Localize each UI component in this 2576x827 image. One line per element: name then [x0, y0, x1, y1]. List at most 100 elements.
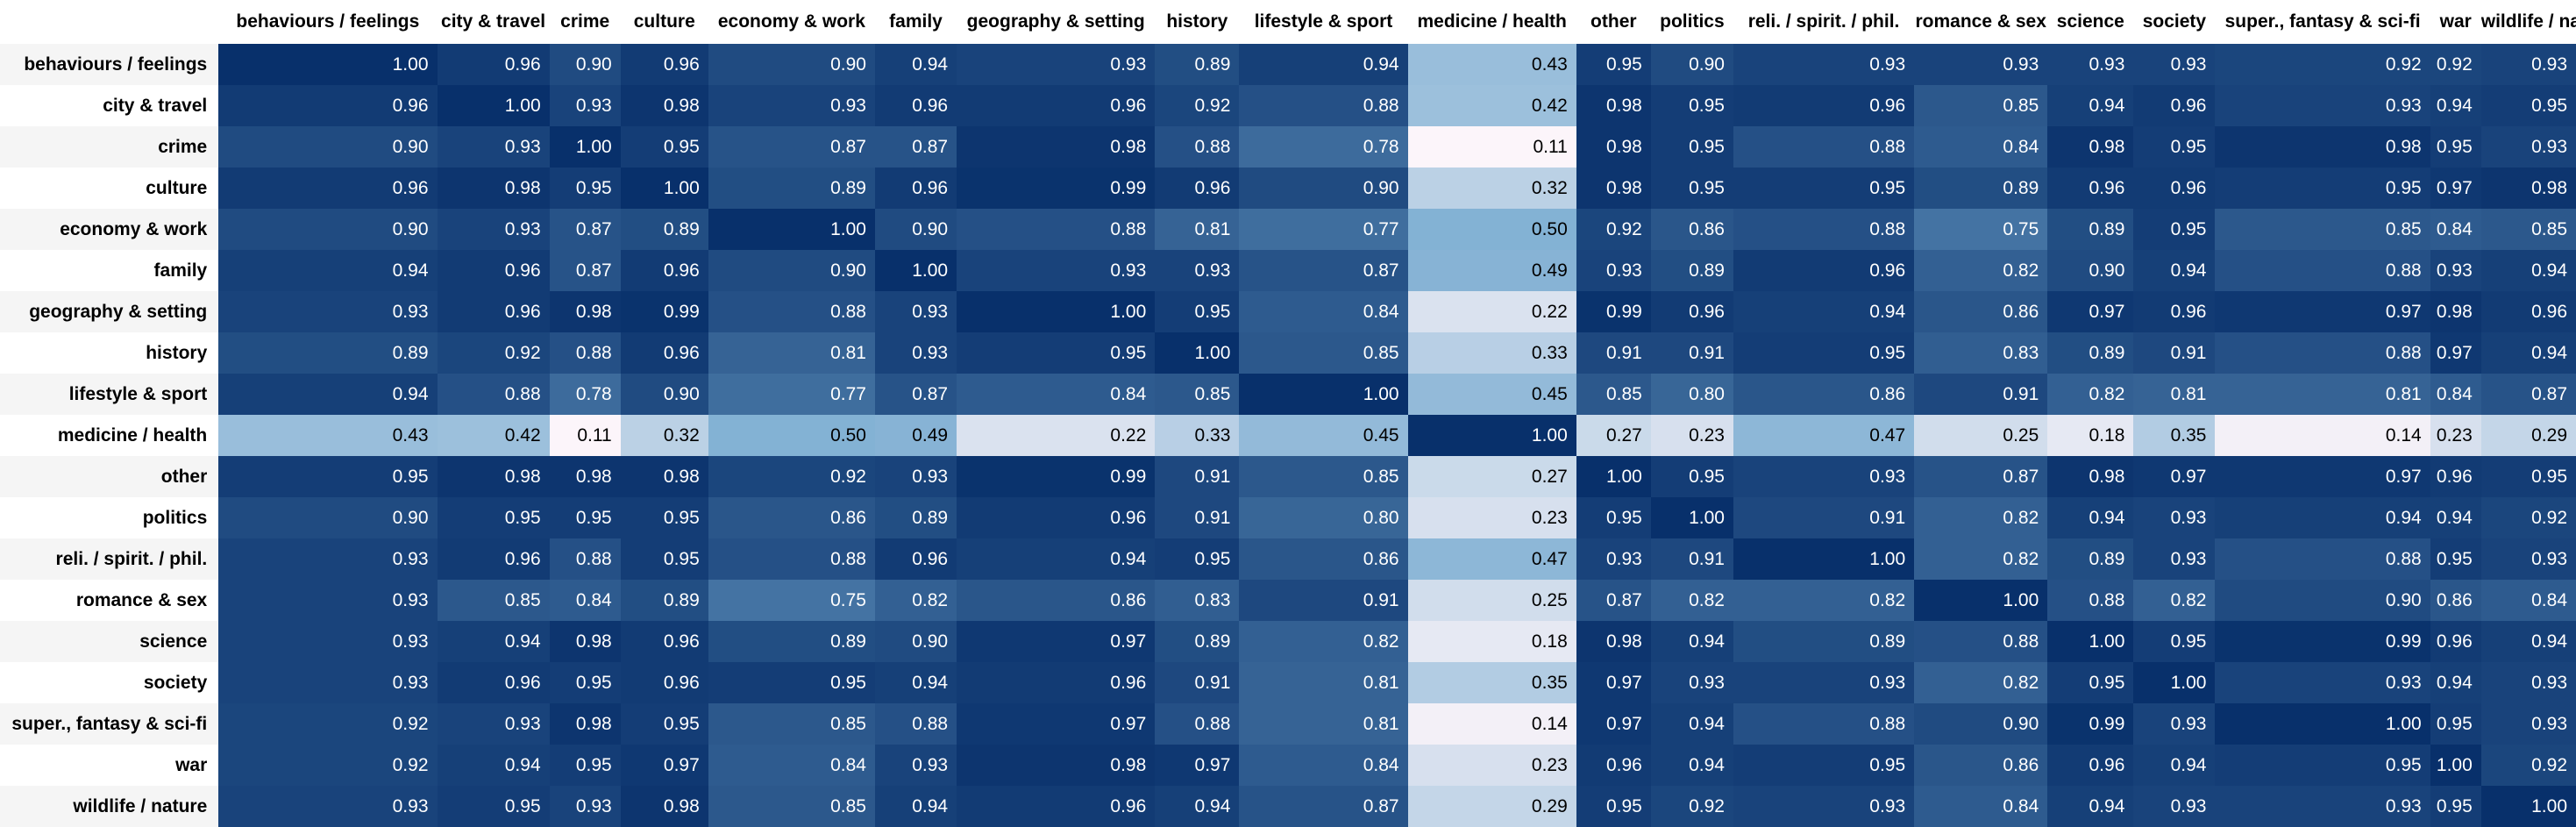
heatmap-cell: 0.94 [2047, 85, 2134, 126]
heatmap-cell: 0.97 [2430, 332, 2481, 374]
heatmap-cell: 0.92 [708, 456, 875, 497]
heatmap-cell: 0.93 [1733, 786, 1915, 827]
heatmap-cell: 0.89 [708, 168, 875, 209]
heatmap-cell: 1.00 [1733, 538, 1915, 580]
heatmap-cell: 0.99 [957, 456, 1156, 497]
heatmap-cell: 0.96 [437, 538, 550, 580]
heatmap-cell: 0.88 [1155, 126, 1240, 168]
heatmap-cell: 0.95 [620, 126, 708, 168]
heatmap-cell: 0.81 [1239, 662, 1408, 703]
table-row: super., fantasy & sci-fi 0.92 0.93 0.98 0.95… [0, 703, 2576, 745]
heatmap-cell: 0.91 [1650, 332, 1733, 374]
heatmap-cell: 0.88 [2215, 250, 2430, 291]
table-row: culture 0.96 0.98 0.95 1.00 0.89 0.96 0.99 0.96 0… [0, 168, 2576, 209]
heatmap-cell: 0.96 [437, 250, 550, 291]
heatmap-cell: 0.94 [2480, 621, 2576, 662]
heatmap-cell: 0.95 [549, 168, 621, 209]
heatmap-cell: 0.92 [2480, 497, 2576, 538]
heatmap-cell: 0.14 [2215, 415, 2430, 456]
heatmap-cell: 0.98 [1576, 126, 1651, 168]
heatmap-cell: 0.90 [549, 44, 621, 85]
heatmap-cell: 0.88 [2215, 538, 2430, 580]
column-header-wildlife-nature: wildlife / nature [2480, 0, 2576, 44]
heatmap-cell: 0.93 [2133, 44, 2216, 85]
heatmap-cell: 0.94 [2430, 662, 2481, 703]
table-row: society 0.93 0.96 0.95 0.96 0.95 0.94 0.96 0.91 0… [0, 662, 2576, 703]
heatmap-cell: 0.91 [1239, 580, 1408, 621]
heatmap-cell: 0.96 [218, 85, 438, 126]
heatmap-cell: 0.95 [2430, 786, 2481, 827]
heatmap-cell: 0.95 [620, 703, 708, 745]
heatmap-cell: 0.91 [1733, 497, 1915, 538]
heatmap-cell: 0.85 [1576, 374, 1651, 415]
heatmap-cell: 0.93 [2133, 497, 2216, 538]
heatmap-cell: 0.88 [1914, 621, 2048, 662]
heatmap-cell: 0.23 [1650, 415, 1733, 456]
heatmap-cell: 0.35 [1407, 662, 1576, 703]
heatmap-cell: 0.83 [1914, 332, 2048, 374]
heatmap-cell: 0.96 [957, 662, 1156, 703]
heatmap-cell: 0.90 [2215, 580, 2430, 621]
column-header-romance-sex: romance & sex [1914, 0, 2048, 44]
heatmap-cell: 0.95 [1733, 168, 1915, 209]
heatmap-cell: 0.95 [437, 497, 550, 538]
heatmap-cell: 1.00 [2133, 662, 2216, 703]
table-row: lifestyle & sport 0.94 0.88 0.78 0.90 0.77 0.8… [0, 374, 2576, 415]
heatmap-cell: 0.93 [2480, 538, 2576, 580]
heatmap-cell: 0.95 [620, 497, 708, 538]
heatmap-cell: 0.97 [957, 703, 1156, 745]
heatmap-cell: 0.85 [1914, 85, 2048, 126]
heatmap-cell: 0.93 [1914, 44, 2048, 85]
heatmap-cell: 0.82 [2047, 374, 2134, 415]
column-header-row: behaviours / feelings city & travel crime c… [0, 0, 2576, 44]
heatmap-cell: 0.98 [549, 621, 621, 662]
heatmap-cell: 0.94 [2047, 786, 2134, 827]
heatmap-cell: 0.96 [620, 332, 708, 374]
heatmap-cell: 0.95 [2215, 745, 2430, 786]
table-row: medicine / health 0.43 0.42 0.11 0.32 0.50 0.4… [0, 415, 2576, 456]
heatmap-cell: 0.98 [2047, 126, 2134, 168]
row-header-society: society [0, 662, 219, 703]
heatmap-cell: 0.99 [2215, 621, 2430, 662]
row-header-romance-sex: romance & sex [0, 580, 219, 621]
row-header-war: war [0, 745, 219, 786]
heatmap-cell: 0.93 [1650, 662, 1733, 703]
heatmap-cell: 0.93 [957, 250, 1156, 291]
heatmap-cell: 0.94 [874, 44, 957, 85]
table-row: behaviours / feelings 1.00 0.96 0.90 0.96 0.9… [0, 44, 2576, 85]
table-row: war 0.92 0.94 0.95 0.97 0.84 0.93 0.98 0.97 0.84 0… [0, 745, 2576, 786]
heatmap-cell: 0.93 [874, 291, 957, 332]
heatmap-cell: 0.98 [620, 786, 708, 827]
heatmap-cell: 0.82 [1914, 250, 2048, 291]
row-header-other: other [0, 456, 219, 497]
heatmap-cell: 0.95 [708, 662, 875, 703]
heatmap-cell: 0.32 [1407, 168, 1576, 209]
heatmap-cell: 0.90 [620, 374, 708, 415]
heatmap-cell: 0.96 [620, 621, 708, 662]
heatmap-cell: 0.97 [2215, 456, 2430, 497]
heatmap-cell: 0.90 [218, 497, 438, 538]
heatmap-cell: 0.92 [2430, 44, 2481, 85]
heatmap-cell: 0.27 [1576, 415, 1651, 456]
heatmap-cell: 0.85 [1155, 374, 1240, 415]
heatmap-cell: 0.84 [1239, 291, 1408, 332]
heatmap-cell: 0.96 [1576, 745, 1651, 786]
heatmap-cell: 0.94 [1239, 44, 1408, 85]
heatmap-cell: 0.95 [620, 538, 708, 580]
heatmap-cell: 0.99 [620, 291, 708, 332]
heatmap-cell: 0.93 [549, 786, 621, 827]
heatmap-cell: 0.91 [1155, 662, 1240, 703]
heatmap-cell: 0.97 [1576, 703, 1651, 745]
heatmap-cell: 0.47 [1407, 538, 1576, 580]
heatmap-cell: 1.00 [2215, 703, 2430, 745]
column-header-super-fantasy-sci-fi: super., fantasy & sci-fi [2215, 0, 2430, 44]
heatmap-cell: 0.95 [1733, 332, 1915, 374]
heatmap-cell: 0.93 [218, 580, 438, 621]
heatmap-cell: 0.50 [1407, 209, 1576, 250]
heatmap-cell: 0.14 [1407, 703, 1576, 745]
heatmap-cell: 0.90 [874, 209, 957, 250]
heatmap-cell: 0.88 [874, 703, 957, 745]
heatmap-cell: 0.96 [2047, 168, 2134, 209]
heatmap-cell: 1.00 [874, 250, 957, 291]
heatmap-cell: 0.85 [437, 580, 550, 621]
